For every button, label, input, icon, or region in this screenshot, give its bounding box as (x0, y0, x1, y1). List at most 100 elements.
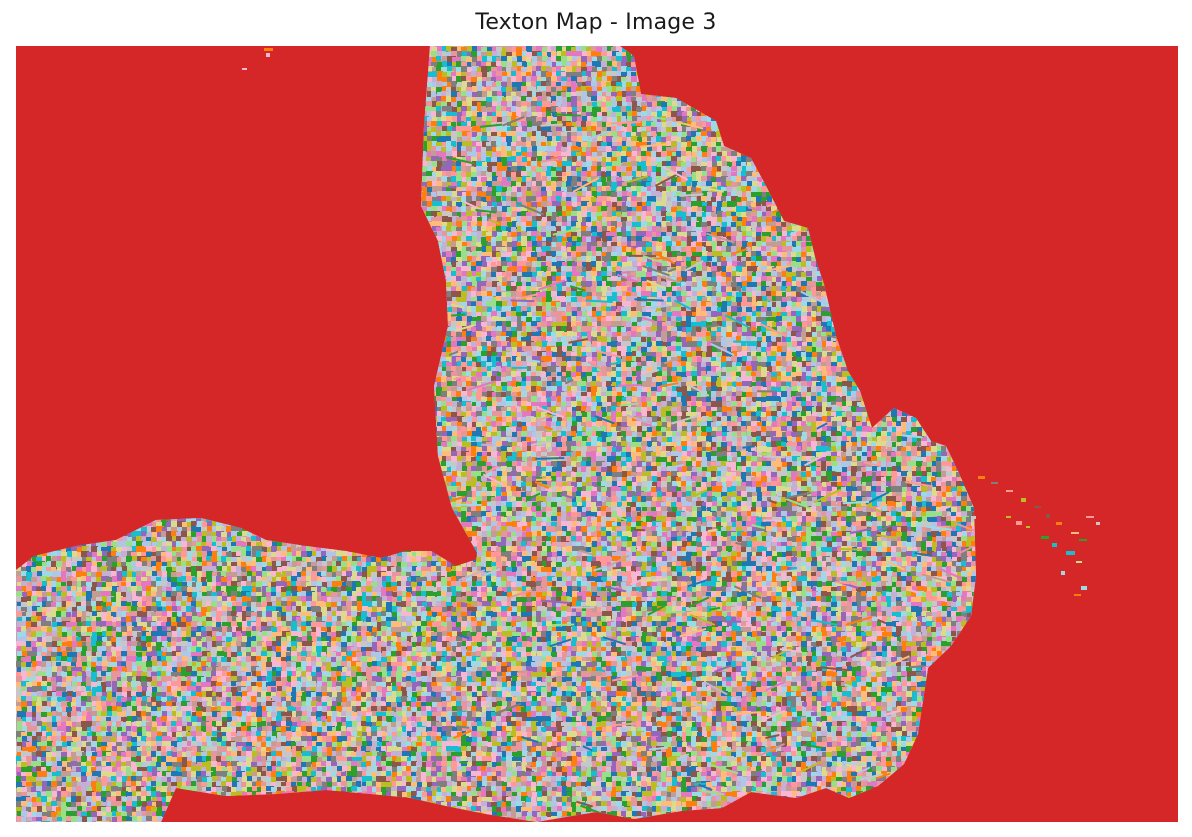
texton-cell (666, 201, 672, 207)
texton-cell (541, 81, 549, 86)
texton-cell (471, 116, 477, 121)
texton-cell (462, 81, 470, 89)
texton-cell (636, 92, 644, 100)
texton-cell (586, 231, 591, 236)
texton-cell (447, 56, 456, 64)
texton-cell (582, 91, 591, 99)
texton-cell (581, 46, 589, 53)
texton-cell (522, 126, 527, 131)
texton-cell (551, 87, 558, 95)
texton-cell (596, 62, 605, 68)
texton-cell (582, 51, 588, 58)
texton-cell (477, 72, 486, 77)
texton-cell (566, 116, 572, 123)
texton-cell (521, 86, 527, 93)
texton-cell (602, 47, 609, 54)
texton-cell (556, 171, 563, 176)
texton-cell (741, 226, 746, 231)
texton-cell (616, 106, 623, 112)
texton-cell (531, 81, 537, 89)
texton-cell (531, 87, 536, 93)
texton-cell (516, 71, 524, 78)
texton-cell (696, 122, 702, 129)
texton-cell (566, 62, 573, 67)
texton-cell (626, 91, 631, 98)
texton-cell (696, 171, 703, 176)
texton-cell (546, 171, 551, 176)
texton-cell (556, 82, 562, 88)
texton-cell (476, 146, 481, 153)
texton-cell (461, 91, 466, 96)
texton-cell (561, 56, 567, 62)
texton-cell (776, 226, 783, 232)
texton-cell (631, 86, 637, 91)
texton-cell (631, 76, 639, 83)
texton-cell (492, 116, 500, 123)
texton-cell (441, 116, 450, 122)
texton-cell (711, 121, 720, 129)
texton-cell (537, 101, 546, 107)
texton-cell (461, 122, 470, 129)
texton-cell (532, 56, 538, 64)
texton-cell (521, 67, 528, 73)
texton-cell (632, 126, 640, 132)
texton-cell (687, 111, 694, 117)
texton-cell (421, 121, 430, 129)
texton-cell (611, 197, 618, 202)
texton-cell (616, 46, 623, 52)
texton-cell (496, 196, 501, 202)
texton-cell (576, 46, 581, 51)
texton-cell (441, 102, 449, 107)
texton-cell (536, 71, 541, 78)
texton-cell (517, 56, 526, 62)
texton-cell (477, 46, 483, 51)
texton-cell (617, 91, 626, 96)
texton-cell (651, 92, 658, 100)
texton-cell (527, 91, 536, 98)
texton-cell (606, 101, 615, 109)
texton-cell (642, 116, 647, 123)
texton-cell (571, 81, 576, 86)
texton-cell (582, 116, 590, 121)
texton-cell (586, 106, 593, 113)
texton-cell (616, 87, 624, 94)
texton-cell (662, 107, 671, 112)
texton-cell (466, 91, 474, 99)
texton-cell (561, 92, 566, 100)
texton-cell (651, 122, 658, 129)
texton-cell (566, 92, 571, 99)
texton-cell (622, 47, 628, 55)
texton-cell (456, 61, 461, 69)
texton-cell (456, 97, 462, 104)
texton-cell (592, 86, 597, 93)
texton-cell (612, 76, 618, 83)
texton-cell (431, 127, 439, 135)
texton-cell (566, 66, 575, 72)
texton-cell (621, 116, 626, 124)
texton-cell (622, 112, 630, 119)
texton-cell (621, 156, 628, 163)
texton-cell (471, 106, 477, 114)
texton-cell (697, 151, 702, 158)
texton-cell (586, 81, 593, 86)
texton-cell (446, 46, 455, 51)
texton-cell (486, 81, 494, 86)
texton-cell (657, 127, 663, 133)
texton-cell (436, 66, 443, 72)
texton-cell (512, 61, 517, 67)
texton-cell (632, 111, 637, 119)
texton-cell (626, 82, 633, 89)
texton-cell (676, 226, 681, 233)
texton-cell (551, 81, 557, 86)
texton-cell (682, 116, 689, 124)
texton-cell (611, 97, 617, 102)
texton-cell (556, 102, 561, 109)
texton-cell (492, 71, 498, 77)
texton-cell (437, 51, 446, 59)
texton-cell (561, 72, 569, 78)
texton-cell (437, 121, 446, 126)
texton-cell (501, 151, 508, 157)
texton-cell (516, 117, 525, 124)
texton-cell (561, 51, 566, 58)
texton-cell (526, 76, 531, 83)
